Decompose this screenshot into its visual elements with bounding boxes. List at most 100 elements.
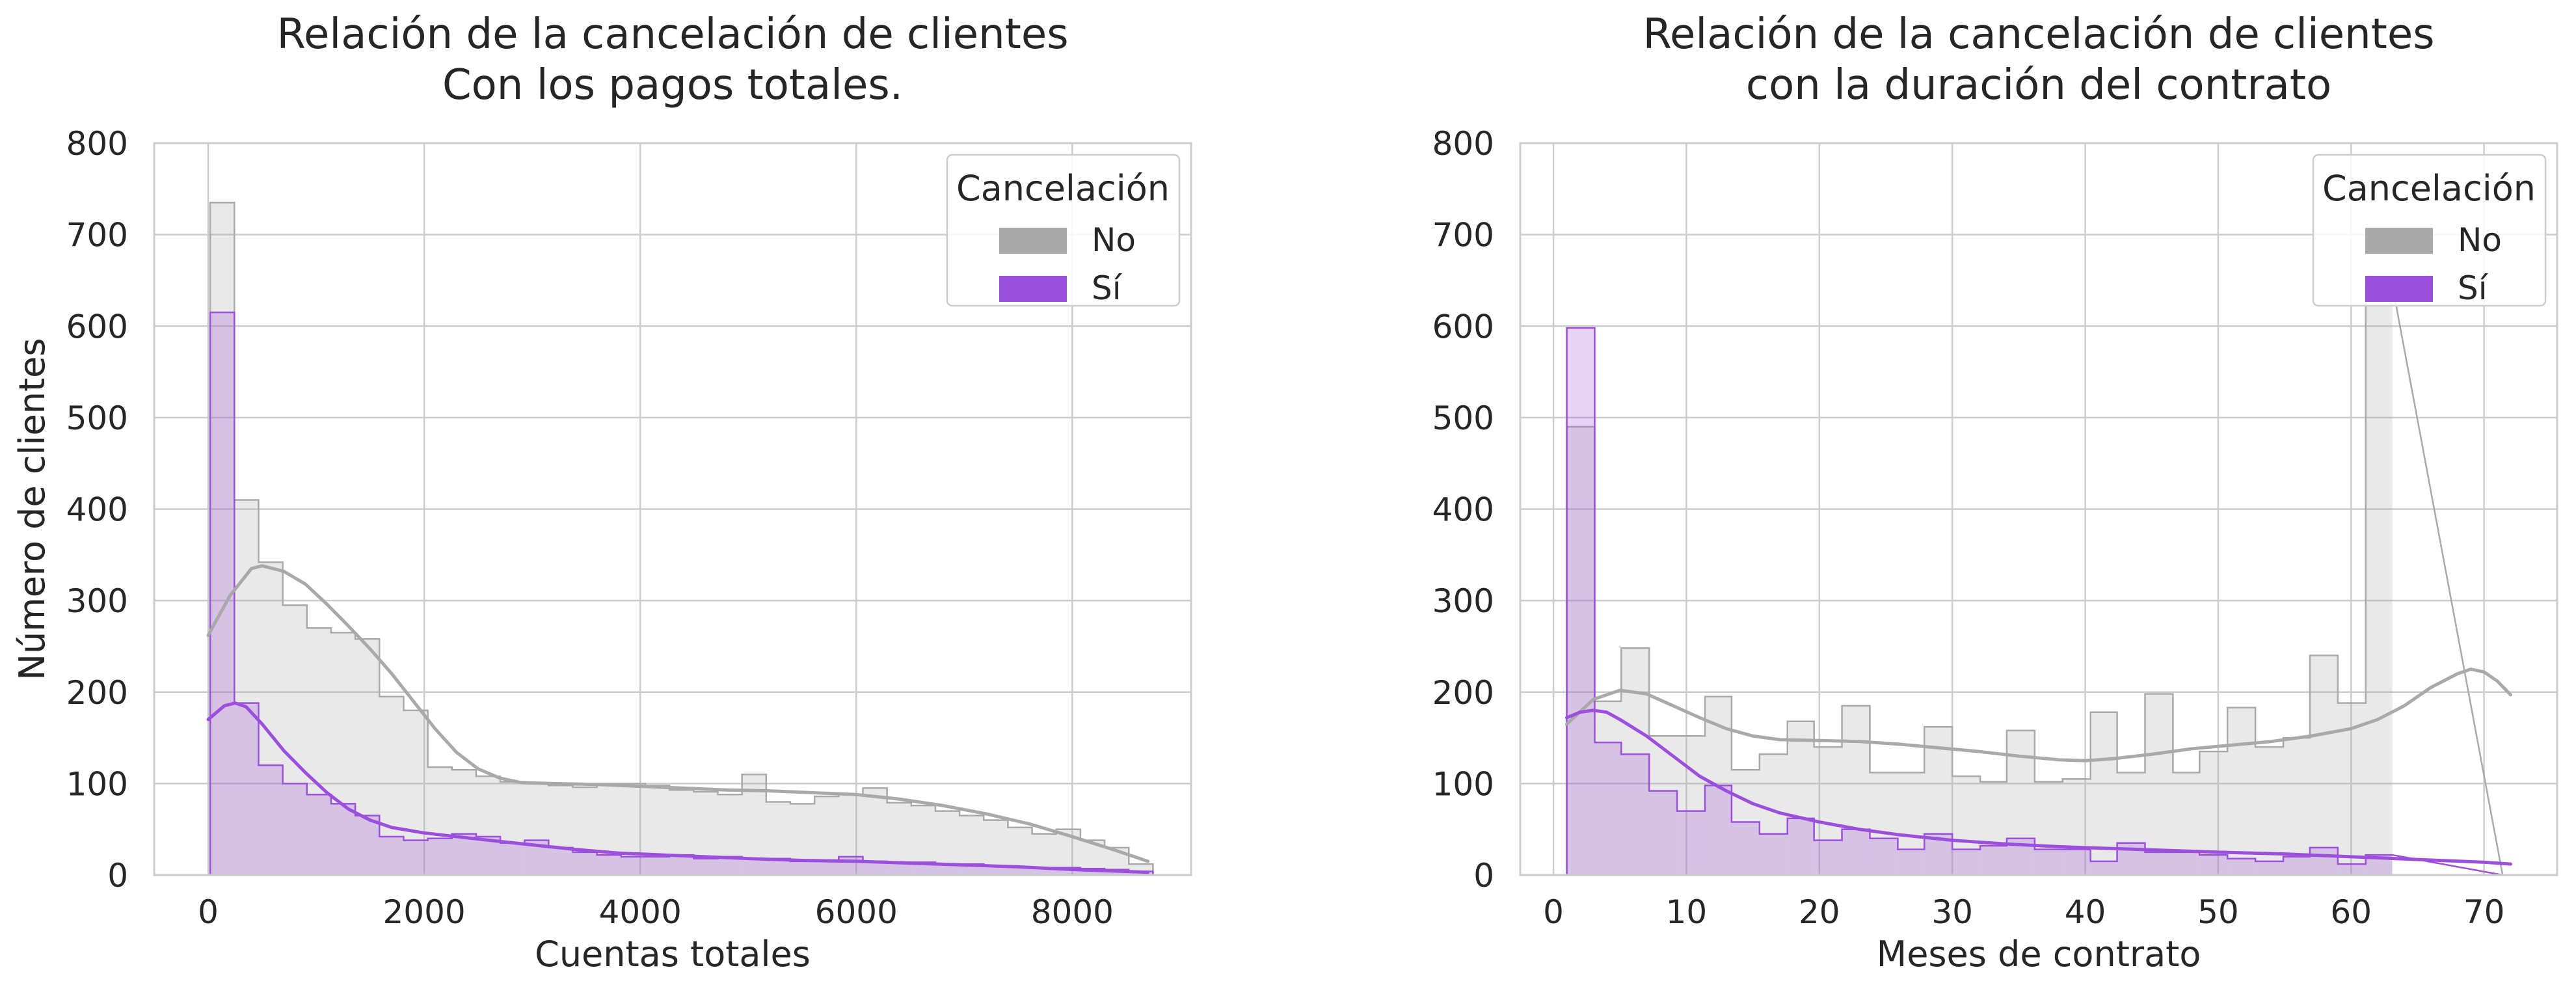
x-axis-label: Cuentas totales [535, 934, 811, 975]
y-tick-label: 300 [1432, 582, 1494, 620]
bar-si [1677, 811, 1706, 875]
legend-swatch-no [999, 228, 1067, 254]
legend: Cancelación No Sí [946, 154, 1181, 307]
histogram-outline-no [1566, 284, 2504, 876]
bar-no [1787, 721, 1814, 875]
bar-si [282, 783, 307, 875]
bar-no [1677, 736, 1706, 875]
bar-si [597, 855, 621, 875]
bar-no [2034, 781, 2063, 875]
y-tick-label: 700 [66, 217, 128, 254]
legend: Cancelación No Sí [2312, 154, 2547, 307]
kde-line-si [1565, 708, 2512, 866]
bar-no [2255, 747, 2284, 875]
legend-title: Cancelación [956, 168, 1170, 209]
bar-si [1008, 867, 1032, 875]
bar-si [2199, 855, 2228, 875]
bar-no [258, 562, 283, 875]
bar-si [1898, 849, 1925, 875]
bar-si [2337, 864, 2366, 875]
y-tick-label: 800 [1432, 125, 1494, 163]
bar-no [330, 632, 356, 875]
bar-no [355, 639, 380, 875]
bar-si [1056, 867, 1080, 875]
legend-title: Cancelación [2322, 168, 2536, 209]
bar-si [1705, 785, 1732, 875]
bar-no [379, 696, 404, 875]
legend-swatch-si [2365, 276, 2433, 302]
y-tick-label: 100 [66, 765, 128, 803]
bar-no [718, 794, 742, 875]
bar-si [1649, 790, 1678, 875]
bar-no [1952, 776, 1981, 875]
bar-no [306, 628, 331, 875]
x-tick-label: 60 [2330, 893, 2372, 931]
kde-line-si [206, 701, 1150, 874]
bar-si [379, 836, 404, 875]
y-tick-label: 500 [66, 399, 128, 437]
kde-line-no [206, 564, 1150, 863]
x-tick-label: 20 [1799, 893, 1840, 931]
x-tick-label: 4000 [599, 893, 682, 931]
bar-si [258, 765, 283, 875]
bar-si [427, 838, 452, 875]
bar-no [282, 605, 307, 875]
bar-si [2255, 861, 2284, 875]
bar-no [2227, 707, 2256, 875]
bar-no [1842, 705, 1870, 875]
chart-title-line-2: Con los pagos totales. [442, 61, 903, 109]
bar-no [476, 776, 501, 875]
bar-si [2283, 856, 2310, 875]
bar-si [403, 840, 428, 875]
bar-no [1924, 727, 1953, 875]
y-tick-label: 300 [66, 582, 128, 620]
bar-si [984, 865, 1008, 875]
bar-si [1731, 822, 1760, 875]
bar-no [2309, 655, 2338, 875]
bar-si [693, 858, 718, 875]
axes-frame [1519, 142, 2558, 876]
y-axis-label: Número de clientes [12, 338, 53, 681]
bar-si [2309, 847, 2338, 875]
bar-si [476, 836, 501, 875]
y-tick-label: 600 [66, 308, 128, 345]
bar-no [766, 802, 790, 875]
bar-si [935, 864, 960, 875]
bar-si [1566, 328, 1595, 875]
x-tick-label: 40 [2065, 893, 2106, 931]
series-no [209, 202, 1154, 875]
y-tick-label: 500 [1432, 399, 1494, 437]
y-tick-label: 100 [1432, 765, 1494, 803]
bar-no [548, 785, 573, 875]
bar-si [1980, 846, 2007, 875]
legend-swatch-no [2365, 228, 2433, 254]
bar-si [742, 858, 766, 875]
x-tick-label: 2000 [382, 893, 465, 931]
bar-si [645, 856, 670, 875]
bar-si [306, 794, 331, 875]
y-tick-label: 400 [66, 491, 128, 529]
bar-si [887, 862, 911, 875]
x-tick-label: 50 [2197, 893, 2239, 931]
bar-no [1980, 781, 2007, 875]
bar-si [548, 847, 573, 875]
bar-si [500, 843, 525, 875]
kde-line-no [1565, 668, 2512, 762]
legend-label-si: Sí [1092, 269, 1123, 307]
bar-si [355, 815, 380, 875]
bar-si [2062, 849, 2091, 875]
bar-no [2117, 772, 2145, 875]
y-tick-label: 400 [1432, 491, 1494, 529]
bar-no [1898, 772, 1925, 875]
y-tick-label: 200 [1432, 674, 1494, 712]
axes-frame [153, 142, 1192, 876]
grid [154, 142, 1191, 876]
histogram-outline-si [1566, 327, 2503, 876]
y-tick-label: 600 [1432, 308, 1494, 345]
bar-si [911, 862, 935, 875]
bar-no [1621, 648, 1650, 875]
bar-si [2173, 852, 2200, 875]
bar-no [597, 783, 621, 875]
bar-no [2283, 738, 2310, 875]
